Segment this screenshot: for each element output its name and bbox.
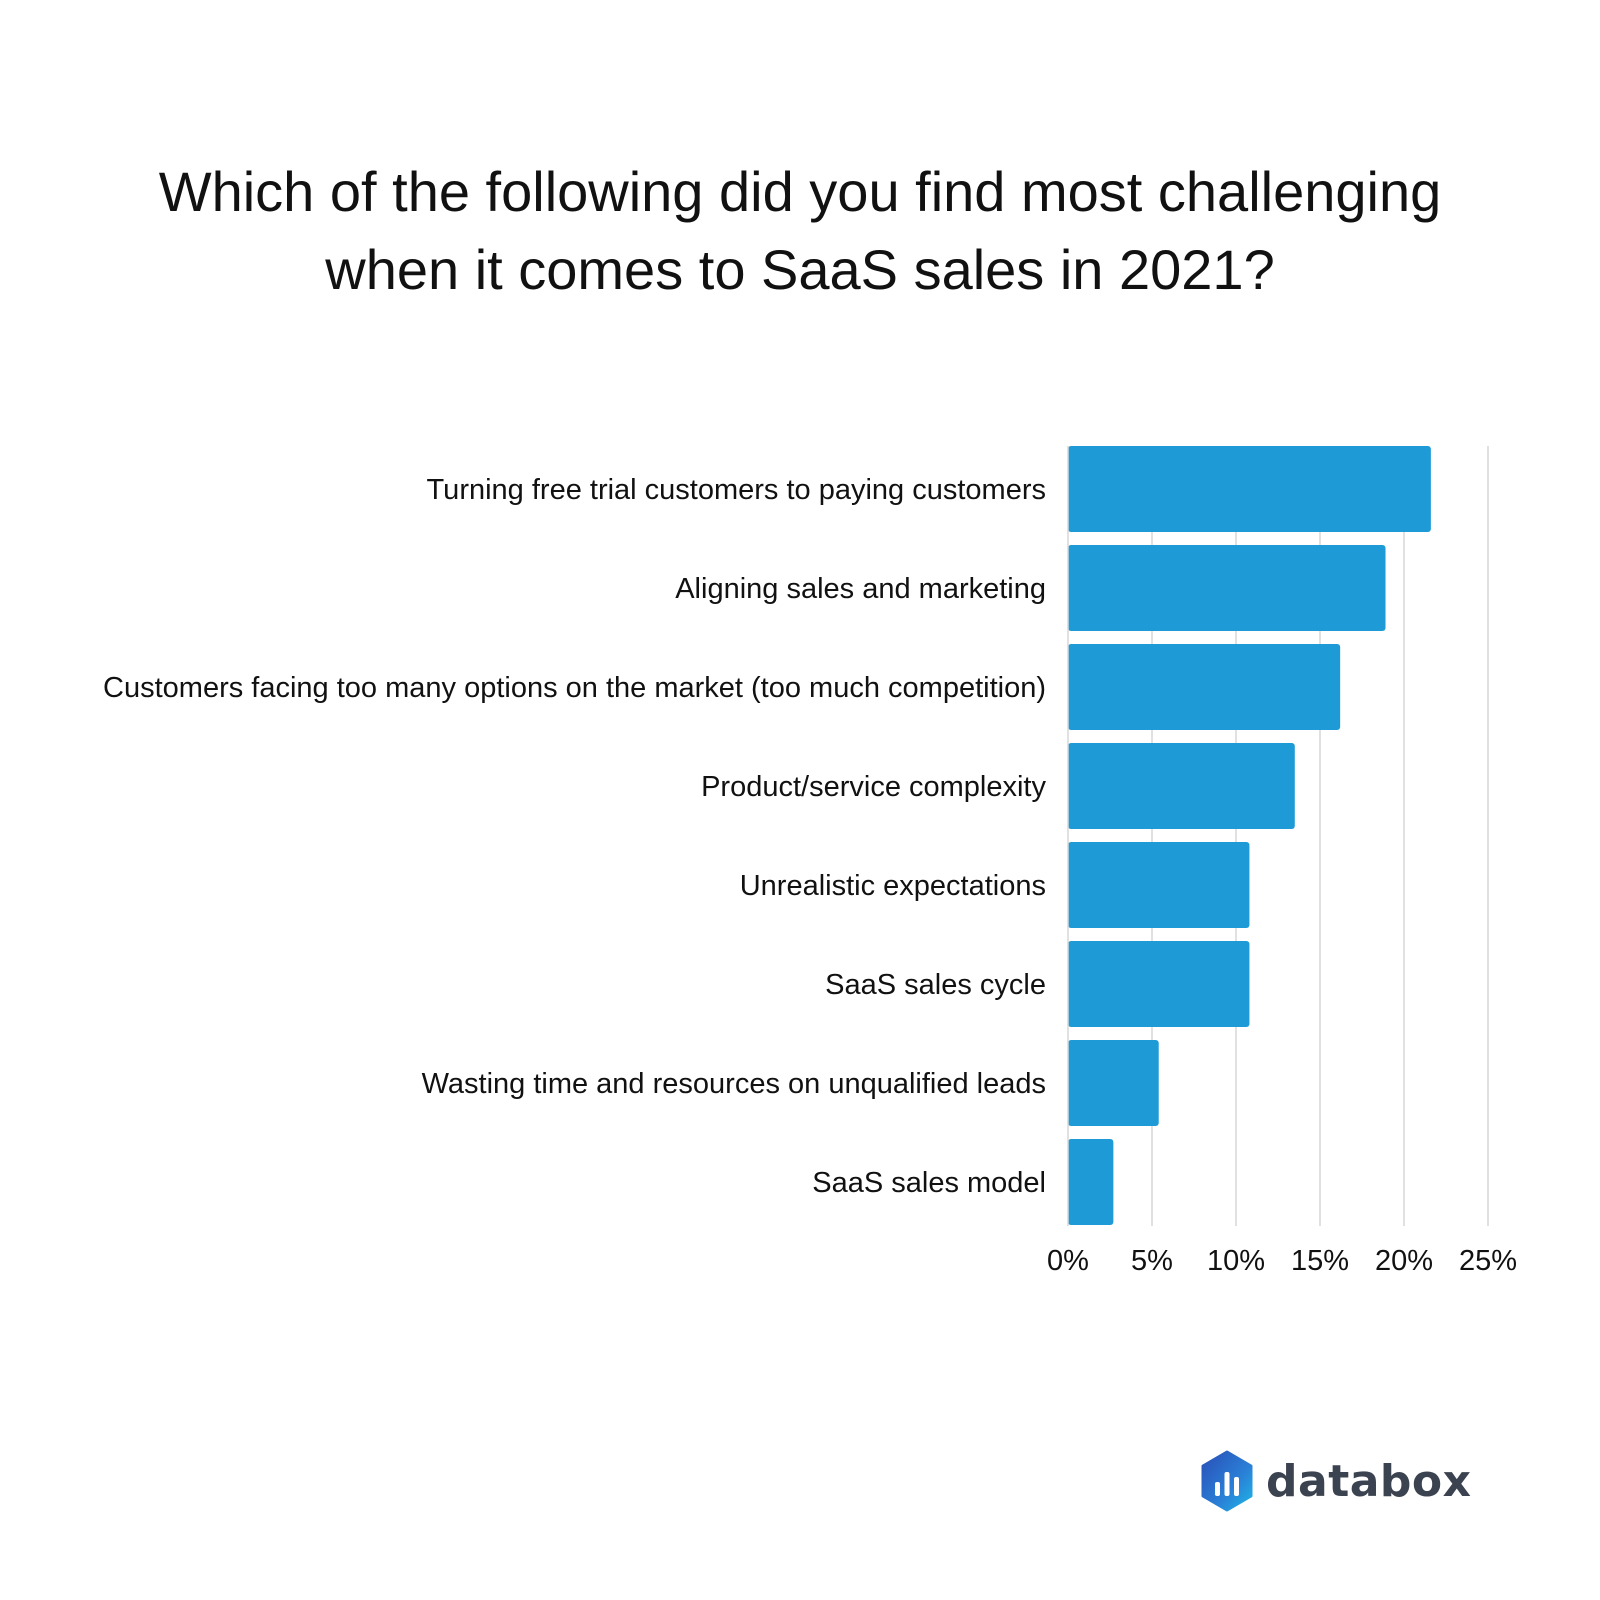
category-label: SaaS sales cycle	[825, 969, 1046, 1001]
category-label: Customers facing too many options on the…	[103, 672, 1046, 704]
bar-8	[1068, 1139, 1114, 1225]
category-label: Unrealistic expectations	[740, 870, 1046, 902]
category-label: Product/service complexity	[701, 771, 1046, 803]
x-tick-label: 0%	[1047, 1245, 1089, 1277]
x-tick-label: 15%	[1291, 1245, 1349, 1277]
chart-title-line-2: when it comes to SaaS sales in 2021?	[325, 238, 1275, 301]
bar-7	[1068, 1040, 1159, 1126]
category-label: SaaS sales model	[812, 1167, 1046, 1199]
brand-logo: databox	[1200, 1446, 1472, 1516]
category-label: Aligning sales and marketing	[675, 573, 1046, 605]
bar-3	[1068, 644, 1341, 730]
bar-4	[1068, 743, 1295, 829]
bar-2	[1068, 545, 1386, 631]
brand-name: databox	[1266, 1455, 1472, 1507]
chart-title-line-1: Which of the following did you find most…	[158, 160, 1442, 223]
x-tick-label: 25%	[1459, 1245, 1517, 1277]
x-tick-label: 5%	[1131, 1245, 1173, 1277]
category-label: Turning free trial customers to paying c…	[427, 474, 1046, 506]
databox-hexagon-bar-icon	[1201, 1450, 1253, 1512]
bar-6	[1068, 941, 1250, 1027]
x-tick-label: 10%	[1207, 1245, 1265, 1277]
category-label: Wasting time and resources on unqualifie…	[422, 1068, 1046, 1100]
x-tick-label: 20%	[1375, 1245, 1433, 1277]
bar-1	[1068, 446, 1431, 532]
bar-5	[1068, 842, 1250, 928]
